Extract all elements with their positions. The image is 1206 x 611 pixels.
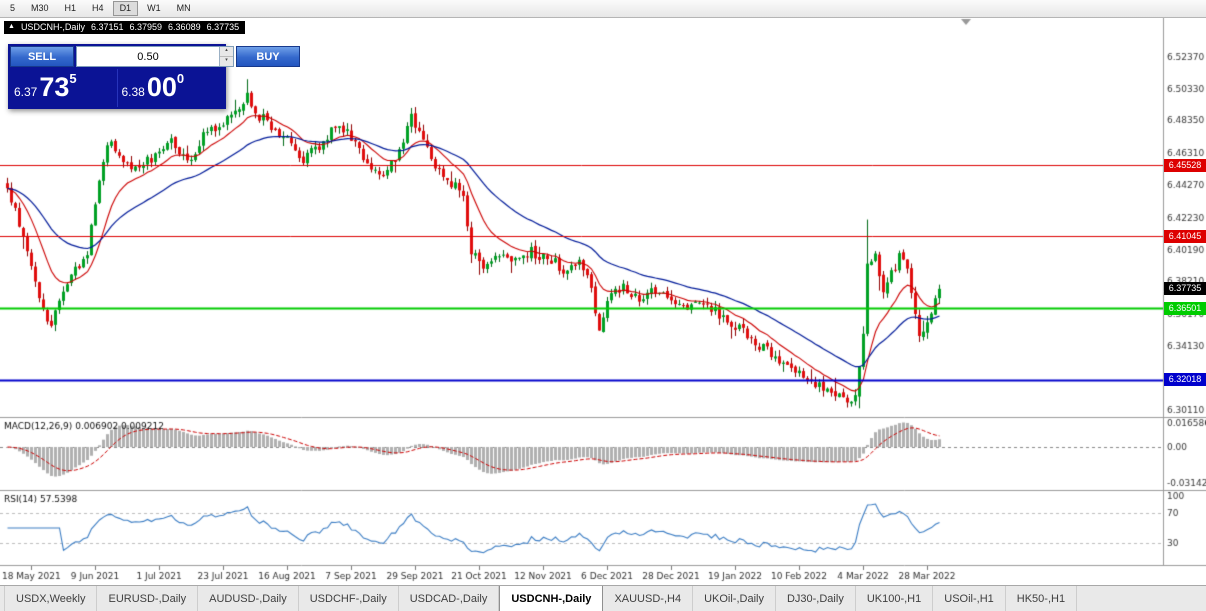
lot-decrease-button[interactable]: ▾ [220, 57, 233, 66]
collapse-icon[interactable]: ▲ [8, 23, 15, 30]
timeframe-button[interactable]: W1 [140, 1, 168, 16]
buy-price-prefix: 6.38 [121, 85, 145, 99]
symbol-tab[interactable]: USDCHF-,Daily [299, 586, 399, 611]
sell-price-display: 6.37 73 5 [10, 69, 117, 107]
symbol-tab[interactable]: XAUUSD-,H4 [603, 586, 694, 611]
sell-price-sup: 5 [69, 71, 77, 86]
symbol-tab[interactable]: HK50-,H1 [1006, 586, 1078, 611]
chart-symbol: USDCNH-,Daily [20, 22, 85, 32]
timeframe-button[interactable]: M30 [24, 1, 56, 16]
lot-size-control: ▴ ▾ [76, 46, 234, 67]
timeframe-button[interactable]: D1 [112, 1, 139, 16]
buy-price-main: 00 [146, 72, 177, 102]
ohlc-low: 6.36089 [168, 22, 201, 32]
ohlc-open: 6.37151 [90, 22, 124, 32]
symbol-tab[interactable]: AUDUSD-,Daily [198, 586, 299, 611]
symbol-tab[interactable]: USDCAD-,Daily [399, 586, 500, 611]
chart-ohlc-label: ▲ USDCNH-,Daily 6.37151 6.37959 6.36089 … [4, 21, 246, 34]
buy-button[interactable]: BUY [236, 46, 300, 67]
sell-price-main: 73 [39, 72, 70, 102]
sell-button[interactable]: SELL [10, 46, 74, 67]
symbol-tab[interactable]: USDX,Weekly [4, 586, 98, 611]
ohlc-close: 6.37735 [206, 22, 240, 32]
price-chart-canvas[interactable] [0, 18, 1206, 585]
price-line-badge: 6.37735 [1164, 282, 1206, 296]
lot-size-input[interactable] [77, 47, 219, 66]
price-line-badge: 6.36501 [1164, 301, 1206, 315]
timeframe-toolbar: 5 M30 H1 H4 D1 W1 MN [0, 0, 1206, 18]
buy-price-display: 6.38 00 0 [116, 69, 225, 107]
ohlc-high: 6.37959 [129, 22, 163, 32]
timeframe-button[interactable]: 5 [3, 1, 22, 16]
symbol-tab[interactable]: USDCNH-,Daily [499, 586, 604, 611]
lot-spinner: ▴ ▾ [219, 47, 233, 66]
timeframe-button[interactable]: H1 [58, 1, 84, 16]
symbol-tab[interactable]: DJ30-,Daily [776, 586, 856, 611]
timeframe-button[interactable]: H4 [85, 1, 111, 16]
symbol-tab[interactable]: UKOil-,Daily [693, 586, 776, 611]
symbol-tab-bar: USDX,Weekly EURUSD-,Daily AUDUSD-,Daily USD… [0, 585, 1206, 611]
price-line-badge: 6.45528 [1164, 158, 1206, 172]
symbol-tab[interactable]: UK100-,H1 [856, 586, 934, 611]
symbol-tab[interactable]: EURUSD-,Daily [97, 586, 199, 611]
sell-price-prefix: 6.37 [14, 85, 38, 99]
price-line-badge: 6.41045 [1164, 229, 1206, 243]
buy-price-sup: 0 [176, 71, 185, 86]
timeframe-button[interactable]: MN [170, 1, 198, 16]
symbol-tab[interactable]: USOil-,H1 [933, 586, 1006, 611]
lot-increase-button[interactable]: ▴ [220, 47, 233, 57]
price-line-badge: 6.32018 [1164, 373, 1206, 387]
one-click-trading-panel: SELL ▴ ▾ BUY 6.37 73 5 6.38 00 0 [8, 44, 300, 109]
